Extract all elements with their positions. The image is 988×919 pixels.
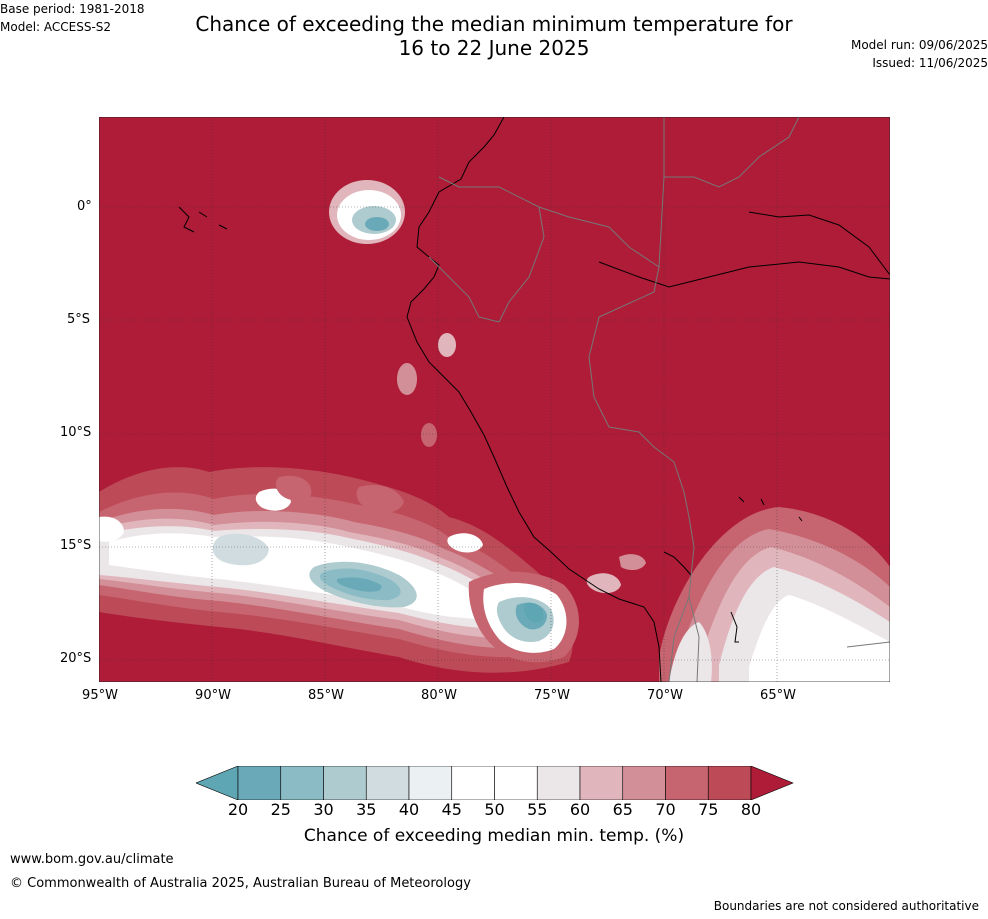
colorbar-tick-label: 70	[655, 800, 676, 819]
issued-text: Issued: 11/06/2025	[872, 56, 988, 70]
lat-label-10s: 10°S	[60, 425, 92, 440]
colorbar	[196, 766, 794, 800]
title-line-2: 16 to 22 June 2025	[398, 36, 590, 60]
lat-label-5s: 5°S	[67, 312, 91, 327]
lat-label-20s: 20°S	[60, 651, 92, 666]
metadata-left: Base period: 1981-2018 Model: ACCESS-S2	[0, 0, 988, 36]
colorbar-tick-label: 75	[698, 800, 719, 819]
lon-label-85w: 85°W	[308, 688, 344, 703]
website-text: www.bom.gov.au/climate	[10, 852, 174, 867]
colorbar-cell	[408, 766, 453, 800]
colorbar-cell	[494, 766, 538, 800]
graticule	[99, 117, 890, 682]
colorbar-cell	[707, 766, 752, 800]
colorbar-extend-low	[196, 766, 239, 800]
lon-label-70w: 70°W	[647, 688, 683, 703]
forecast-map	[99, 117, 890, 682]
colorbar-tick-label: 30	[313, 800, 334, 819]
colorbar-tick-label: 20	[227, 800, 249, 819]
lat-label-0: 0°	[77, 199, 92, 214]
colorbar-tick-label: 50	[484, 800, 505, 819]
colorbar-title: Chance of exceeding median min. temp. (%…	[303, 826, 685, 846]
base-period-text: Base period: 1981-2018	[0, 2, 145, 16]
peru-coast-low-probability	[447, 533, 579, 663]
lon-label-95w: 95°W	[82, 688, 118, 703]
metadata-right: Model run: 09/06/2025 Issued: 11/06/2025	[0, 36, 988, 72]
colorbar-tick-label: 60	[569, 800, 591, 819]
coastline	[178, 117, 890, 682]
lon-label-80w: 80°W	[421, 688, 457, 703]
colorbar-extend-high	[750, 766, 794, 800]
map-title: Chance of exceeding the median minimum t…	[0, 12, 988, 60]
lat-label-15s: 15°S	[60, 538, 92, 553]
colorbar-cell	[665, 766, 709, 800]
pacific-low-probability-band	[99, 467, 573, 673]
colorbar-cell	[365, 766, 410, 800]
colorbar-cell	[280, 766, 324, 800]
copyright-text: © Commonwealth of Australia 2025, Austra…	[10, 876, 471, 891]
disclaimer-text: Boundaries are not considered authoritat…	[713, 899, 979, 913]
colorbar-cell	[451, 766, 495, 800]
title-line-1: Chance of exceeding the median minimum t…	[195, 12, 793, 36]
colorbar-cell	[622, 766, 666, 800]
colorbar-tick-label: 40	[398, 800, 420, 819]
colorbar-tick-label: 65	[612, 800, 633, 819]
colorbar-tick-label: 45	[441, 800, 462, 819]
colorbar-tick-label: 35	[356, 800, 377, 819]
interior-low-probability-band	[586, 507, 890, 682]
colorbar-tick-label: 80	[740, 800, 762, 819]
model-text: Model: ACCESS-S2	[0, 20, 112, 34]
colorbar-tick-label: 55	[527, 800, 548, 819]
colorbar-cell	[579, 766, 624, 800]
equatorial-low-probability	[329, 180, 456, 447]
lon-label-90w: 90°W	[195, 688, 231, 703]
lon-label-75w: 75°W	[534, 688, 570, 703]
model-run-text: Model run: 09/06/2025	[850, 38, 988, 52]
country-borders	[428, 117, 890, 682]
colorbar-cell	[323, 766, 367, 800]
colorbar-cell	[536, 766, 581, 800]
colorbar-cell	[237, 766, 282, 800]
colorbar-tick-label: 25	[270, 800, 291, 819]
lon-label-65w: 65°W	[760, 688, 796, 703]
